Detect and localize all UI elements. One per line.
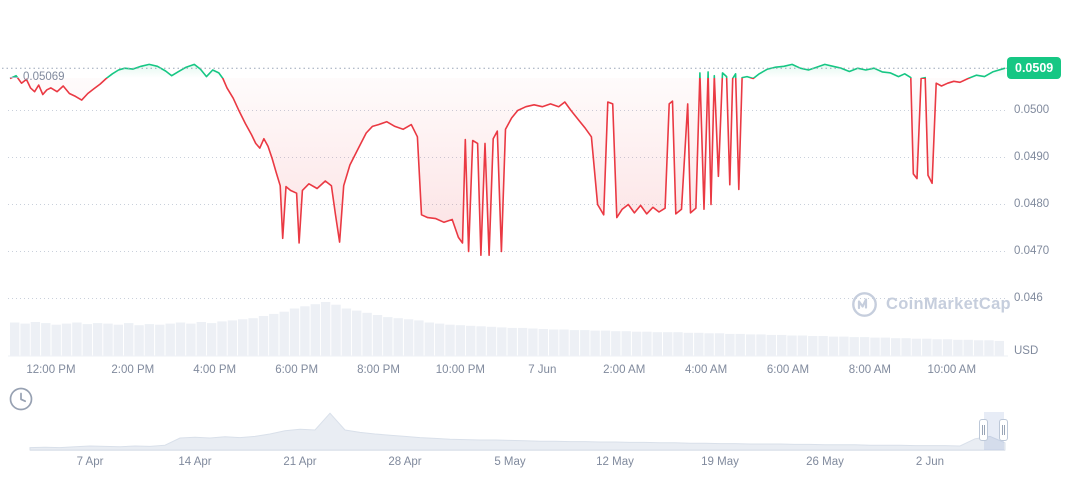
x-axis-label: 4:00 AM [684,364,728,376]
navigator-date-label: 14 Apr [178,456,212,468]
y-axis-currency-label: USD [1014,345,1039,357]
y-axis-label: 0.046 [1014,291,1043,304]
navigator-date-label: 21 Apr [283,456,317,468]
x-axis-label: 6:00 AM [766,364,810,376]
x-axis-label: 8:00 AM [848,364,891,376]
y-axis-label: 0.0500 [1014,103,1050,116]
price-line-red [9,78,972,256]
x-axis-label: 6:00 PM [275,364,319,376]
watermark-text: CoinMarketCap [886,295,1011,313]
x-axis-label: 4:00 PM [193,364,237,376]
navigator-right-handle[interactable] [999,419,1008,441]
y-axis-label: 0.0490 [1014,150,1050,163]
navigator-area[interactable] [29,412,1006,451]
x-axis-label: 7 Jun [528,364,557,376]
navigator-date-label: 2 Jun [915,456,945,468]
volume-bars [10,302,1004,356]
x-axis-label: 10:00 AM [927,364,977,376]
navigator-date-label: 12 May [596,456,634,468]
y-axis-label: 0.0470 [1014,244,1050,257]
x-axis-label: 12:00 PM [26,364,76,376]
x-axis-label: 2:00 PM [111,364,155,376]
x-axis-label: 10:00 PM [435,364,486,376]
navigator-date-label: 5 May [494,456,526,468]
navigator-date-label: 7 Apr [76,456,104,468]
navigator-date-label: 28 Apr [388,456,422,468]
navigator-left-handle[interactable] [979,419,988,441]
open-price-label: 0.05069 [10,71,65,83]
y-axis-label: 0.0480 [1014,197,1050,210]
navigator-date-label: 26 May [806,456,844,468]
open-price-tick-icon [10,76,18,78]
x-axis-label: 2:00 AM [603,364,646,376]
clock-icon [9,387,33,411]
open-price-value: 0.05069 [23,71,65,84]
history-clock-button[interactable] [8,386,34,412]
coinmarketcap-logo-icon [852,292,877,317]
last-price-tag: 0.0509 [1007,57,1062,80]
navigator-date-label: 19 May [701,456,739,468]
price-area-red [10,78,970,256]
coinmarketcap-watermark: CoinMarketCap [851,291,1011,318]
x-axis-label: 8:00 PM [357,364,400,376]
